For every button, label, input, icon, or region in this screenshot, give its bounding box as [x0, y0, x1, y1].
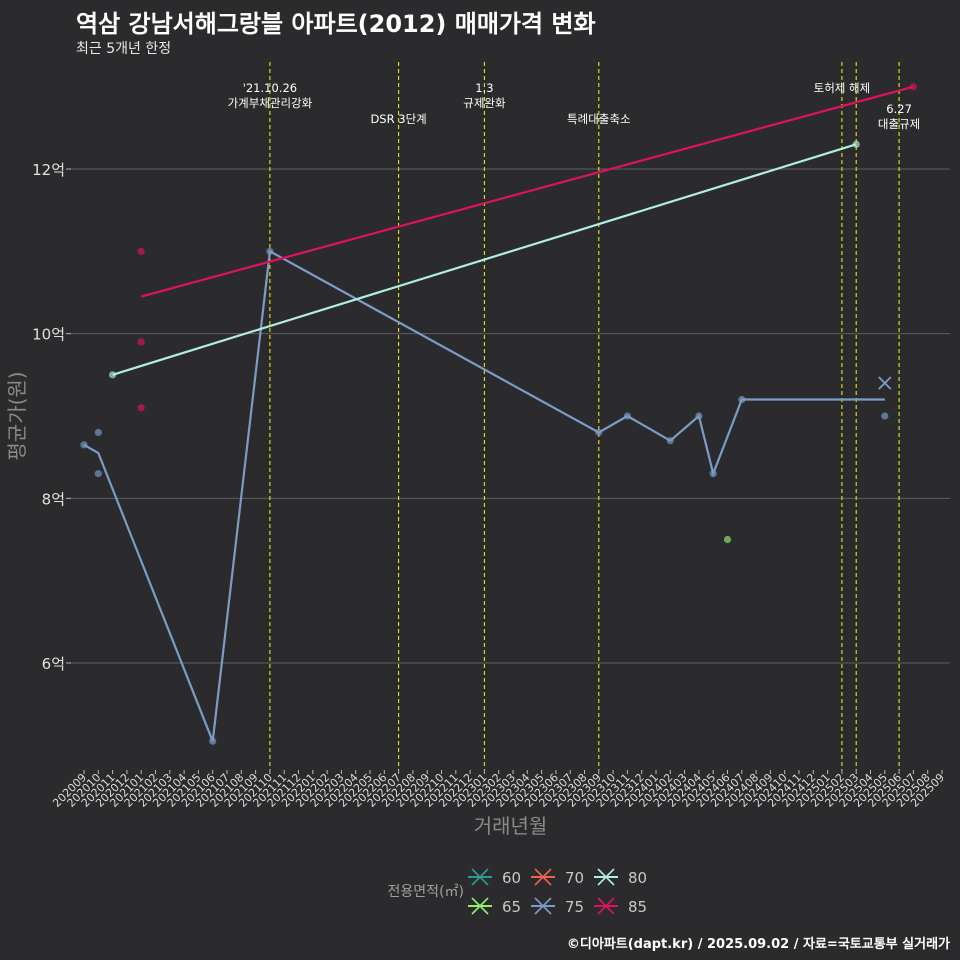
legend-key-cross: [597, 897, 615, 915]
series-line-80: [112, 143, 857, 376]
source-caption: ©디아파트(dapt.kr) / 2025.09.02 / 자료=국토교통부 실…: [566, 937, 950, 952]
data-point-75: [709, 470, 717, 478]
chart-title: 역삼 강남서해그랑블 아파트(2012) 매매가격 변화: [76, 10, 596, 38]
y-tick-label: 12억: [32, 161, 65, 179]
data-point-65: [723, 535, 732, 544]
policy-label: '21.10.26 가계부채관리강화: [228, 81, 313, 110]
legend-key-cross: [534, 897, 552, 915]
legend-label-75: 75: [565, 898, 584, 916]
policy-label: 특례대출축소: [567, 112, 630, 126]
policy-label-line: 대출규제: [878, 117, 920, 131]
legend: 전용면적(㎡) 60 70 80 65 75 85: [388, 868, 647, 916]
axis-layer: 6억8억10억12억202009202010202011202012202101…: [5, 161, 947, 838]
data-point-75: [666, 437, 674, 445]
y-tick-label: 10억: [32, 326, 65, 344]
legend-label-65: 65: [502, 898, 521, 916]
data-point-75: [80, 441, 88, 449]
data-point-75: [94, 470, 102, 478]
policy-label-line: 6.27: [886, 102, 912, 116]
legend-key-cross: [534, 868, 552, 886]
legend-label-70: 70: [565, 869, 584, 887]
chart-subtitle: 최근 5개년 한정: [76, 41, 172, 57]
legend-label-60: 60: [502, 869, 521, 887]
series-line-85: [140, 85, 914, 298]
legend-label-85: 85: [628, 898, 647, 916]
data-point-75: [94, 428, 102, 437]
policy-label-line: 토허제 해제: [814, 81, 871, 95]
legend-title: 전용면적(㎡): [388, 884, 464, 900]
legend-key-cross: [471, 897, 489, 915]
policy-label-line: 1.3: [475, 81, 493, 95]
data-point-85: [137, 338, 145, 346]
data-point-75: [738, 395, 746, 404]
policy-label-line: 규제완화: [463, 96, 506, 110]
policy-label: DSR 3단계: [370, 112, 426, 126]
data-point-85: [137, 247, 145, 255]
legend-key-cross: [471, 868, 489, 886]
legend-key-cross: [597, 868, 615, 886]
y-tick-label: 8억: [42, 490, 65, 508]
data-point-85: [909, 83, 918, 91]
data-point-75: [595, 428, 603, 437]
policy-label-line: '21.10.26: [243, 81, 297, 95]
policy-label-line: DSR 3단계: [370, 112, 426, 126]
data-point-85: [137, 404, 145, 412]
y-tick-label: 6억: [42, 655, 65, 673]
x-axis-title: 거래년월: [474, 814, 548, 838]
data-point-80: [109, 371, 117, 379]
policy-label-line: 가계부채관리강화: [228, 96, 313, 110]
legend-label-80: 80: [628, 869, 647, 887]
data-point-75: [266, 247, 274, 255]
policy-label: 6.27 대출규제: [878, 102, 920, 131]
data-point-75: [695, 412, 703, 420]
policy-label-line: 특례대출축소: [567, 112, 630, 126]
data-point-75: [881, 412, 889, 420]
policy-label: 1.3 규제완화: [463, 81, 506, 110]
data-point-80: [852, 140, 860, 148]
data-point-75: [209, 737, 217, 745]
policy-label: 토허제 해제: [814, 81, 871, 95]
data-point-75: [623, 412, 632, 420]
series-layer: [80, 83, 918, 745]
y-axis-title: 평균가(원): [5, 371, 29, 460]
cross-marker-75: [878, 376, 892, 390]
grid-layer: [71, 168, 950, 664]
